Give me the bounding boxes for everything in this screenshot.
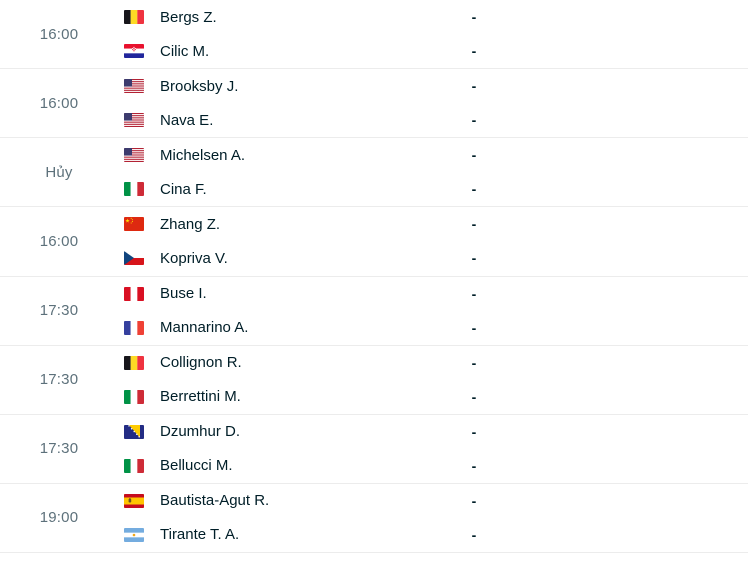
flag-italy-icon bbox=[124, 458, 144, 473]
match-players: Buse I. - Mannarino A. - bbox=[118, 277, 748, 345]
flag-usa-icon bbox=[124, 113, 144, 128]
player-row-home: Bautista-Agut R. - bbox=[118, 484, 748, 518]
match-time: 17:30 bbox=[39, 371, 79, 389]
player-name: Zhang Z. bbox=[160, 215, 221, 233]
score-placeholder: - bbox=[471, 354, 477, 371]
player-name: Kopriva V. bbox=[160, 249, 228, 267]
match-row-8[interactable]: 19:00 Bautista-Agut R. - Tirante T. A. - bbox=[0, 483, 748, 553]
player-row-away: Nava E. - bbox=[118, 103, 748, 137]
flag-usa-icon bbox=[124, 148, 144, 163]
player-row-away: Kopriva V. - bbox=[118, 241, 748, 275]
flag-spain-icon bbox=[124, 493, 144, 508]
player-name: Bellucci M. bbox=[160, 457, 233, 475]
player-row-away: Cilic M. - bbox=[118, 34, 748, 68]
player-row-away: Mannarino A. - bbox=[118, 311, 748, 345]
flag-argentina-icon bbox=[124, 527, 144, 542]
player-name: Bautista-Agut R. bbox=[160, 492, 270, 510]
match-row-1[interactable]: 16:00 Bergs Z. - Cilic M. - bbox=[0, 0, 748, 70]
player-row-away: Tirante T. A. - bbox=[118, 518, 748, 552]
player-name: Collignon R. bbox=[160, 354, 242, 372]
flag-bosnia-herzegovina-icon bbox=[124, 424, 144, 439]
match-time: 16:00 bbox=[39, 25, 79, 43]
flag-czechia-icon bbox=[124, 251, 144, 266]
match-row-6[interactable]: 17:30 Collignon R. - Berrettini M. - bbox=[0, 345, 748, 415]
match-time: 17:30 bbox=[39, 302, 79, 320]
score-placeholder: - bbox=[471, 9, 477, 26]
score-placeholder: - bbox=[471, 216, 477, 233]
match-status-cancelled: Hủy bbox=[45, 163, 73, 181]
match-row-3[interactable]: Hủy Michelsen A. - Cina F. - bbox=[0, 138, 748, 208]
player-row-away: Bellucci M. - bbox=[118, 449, 748, 483]
flag-belgium-icon bbox=[124, 355, 144, 370]
flag-belgium-icon bbox=[124, 10, 144, 25]
score-placeholder: - bbox=[471, 181, 477, 198]
match-time: 16:00 bbox=[39, 94, 79, 112]
player-row-away: Berrettini M. - bbox=[118, 380, 748, 414]
score-placeholder: - bbox=[471, 285, 477, 302]
player-row-home: Bergs Z. - bbox=[118, 0, 748, 34]
player-row-home: Michelsen A. - bbox=[118, 138, 748, 172]
match-row-7[interactable]: 17:30 Dzumhur D. - Bellucci M. - bbox=[0, 414, 748, 484]
match-time: 16:00 bbox=[39, 232, 79, 250]
player-name: Bergs Z. bbox=[160, 8, 217, 26]
match-players: Brooksby J. - Nava E. - bbox=[118, 69, 748, 137]
player-name: Brooksby J. bbox=[160, 77, 239, 95]
player-name: Nava E. bbox=[160, 111, 214, 129]
player-row-home: Brooksby J. - bbox=[118, 69, 748, 103]
match-time: 17:30 bbox=[39, 440, 79, 458]
flag-france-icon bbox=[124, 320, 144, 335]
player-row-home: Dzumhur D. - bbox=[118, 415, 748, 449]
flag-italy-icon bbox=[124, 389, 144, 404]
player-name: Mannarino A. bbox=[160, 319, 249, 337]
match-players: Collignon R. - Berrettini M. - bbox=[118, 346, 748, 414]
player-name: Berrettini M. bbox=[160, 388, 241, 406]
score-placeholder: - bbox=[471, 492, 477, 509]
player-name: Cilic M. bbox=[160, 42, 210, 60]
score-placeholder: - bbox=[471, 457, 477, 474]
score-placeholder: - bbox=[471, 319, 477, 336]
match-row-2[interactable]: 16:00 Brooksby J. - Nava E. - bbox=[0, 69, 748, 139]
match-row-5[interactable]: 17:30 Buse I. - Mannarino A. - bbox=[0, 276, 748, 346]
match-row-4[interactable]: 16:00 Zhang Z. - Kopriva V. - bbox=[0, 207, 748, 277]
match-players: Michelsen A. - Cina F. - bbox=[118, 138, 748, 206]
flag-peru-icon bbox=[124, 286, 144, 301]
player-name: Cina F. bbox=[160, 180, 207, 198]
score-placeholder: - bbox=[471, 147, 477, 164]
player-name: Buse I. bbox=[160, 285, 207, 303]
score-placeholder: - bbox=[471, 112, 477, 129]
match-players: Bautista-Agut R. - Tirante T. A. - bbox=[118, 484, 748, 552]
flag-italy-icon bbox=[124, 182, 144, 197]
match-time: 19:00 bbox=[39, 509, 79, 527]
player-name: Dzumhur D. bbox=[160, 423, 241, 441]
flag-croatia-icon bbox=[124, 44, 144, 59]
score-placeholder: - bbox=[471, 388, 477, 405]
player-row-home: Buse I. - bbox=[118, 277, 748, 311]
score-placeholder: - bbox=[471, 250, 477, 267]
score-placeholder: - bbox=[471, 43, 477, 60]
player-row-away: Cina F. - bbox=[118, 172, 748, 206]
flag-china-icon bbox=[124, 217, 144, 232]
player-name: Tirante T. A. bbox=[160, 526, 240, 544]
match-players: Dzumhur D. - Bellucci M. - bbox=[118, 415, 748, 483]
score-placeholder: - bbox=[471, 526, 477, 543]
score-placeholder: - bbox=[471, 78, 477, 95]
flag-usa-icon bbox=[124, 79, 144, 94]
match-players: Zhang Z. - Kopriva V. - bbox=[118, 207, 748, 275]
player-row-home: Collignon R. - bbox=[118, 346, 748, 380]
player-row-home: Zhang Z. - bbox=[118, 207, 748, 241]
match-players: Bergs Z. - Cilic M. - bbox=[118, 0, 748, 68]
score-placeholder: - bbox=[471, 423, 477, 440]
player-name: Michelsen A. bbox=[160, 146, 246, 164]
